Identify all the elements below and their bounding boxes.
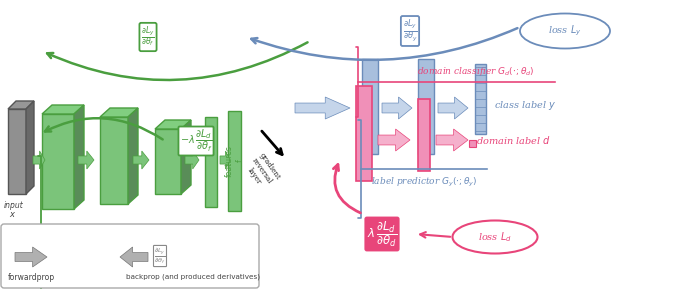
Polygon shape [418, 99, 430, 171]
Text: x: x [9, 210, 14, 219]
Polygon shape [33, 151, 45, 169]
Polygon shape [155, 129, 181, 194]
Text: forwardprop: forwardprop [8, 273, 55, 281]
FancyBboxPatch shape [1, 224, 259, 288]
Polygon shape [181, 120, 191, 194]
Text: $\frac{\partial L_y}{\partial \theta_f}$: $\frac{\partial L_y}{\partial \theta_f}$ [154, 246, 166, 266]
Text: $\frac{\partial L_y}{\partial \theta_f}$: $\frac{\partial L_y}{\partial \theta_f}$ [141, 25, 155, 49]
Ellipse shape [520, 14, 610, 49]
Text: gradient
reversal
layer: gradient reversal layer [242, 151, 282, 191]
Text: label predictor $G_y(\cdot;\theta_y)$: label predictor $G_y(\cdot;\theta_y)$ [370, 175, 477, 188]
Polygon shape [205, 117, 217, 207]
Polygon shape [436, 129, 468, 151]
Ellipse shape [453, 221, 538, 253]
Polygon shape [469, 140, 476, 147]
Text: feature extractor $G_f(\cdot;\theta_f)$: feature extractor $G_f(\cdot;\theta_f)$ [82, 232, 198, 245]
Polygon shape [74, 105, 84, 209]
Polygon shape [8, 101, 34, 109]
Text: $\frac{\partial L_y}{\partial \theta_y}$: $\frac{\partial L_y}{\partial \theta_y}$ [403, 18, 418, 44]
Polygon shape [418, 59, 434, 154]
Polygon shape [185, 151, 199, 169]
Polygon shape [382, 97, 412, 119]
Polygon shape [8, 109, 26, 194]
Polygon shape [438, 97, 468, 119]
Polygon shape [42, 114, 74, 209]
Text: class label $y$: class label $y$ [494, 99, 556, 112]
Polygon shape [78, 151, 94, 169]
Polygon shape [120, 247, 148, 267]
Text: features
f: features f [225, 145, 245, 177]
Polygon shape [378, 129, 410, 151]
Polygon shape [100, 117, 128, 204]
Polygon shape [133, 151, 149, 169]
Text: domain classifier $G_d(\cdot;\theta_d)$: domain classifier $G_d(\cdot;\theta_d)$ [417, 64, 535, 77]
Polygon shape [26, 101, 34, 194]
Text: $\lambda\,\dfrac{\partial L_d}{\partial \theta_d}$: $\lambda\,\dfrac{\partial L_d}{\partial … [367, 219, 397, 249]
Polygon shape [42, 105, 84, 114]
Polygon shape [356, 86, 372, 181]
Polygon shape [128, 108, 138, 204]
Polygon shape [100, 108, 138, 117]
Polygon shape [362, 59, 378, 154]
Polygon shape [15, 247, 47, 267]
Polygon shape [155, 120, 191, 129]
Text: input: input [4, 201, 24, 210]
Polygon shape [220, 151, 230, 169]
Polygon shape [295, 97, 350, 119]
Text: loss $L_y$: loss $L_y$ [548, 24, 582, 38]
Text: backprop (and produced derivatives): backprop (and produced derivatives) [126, 274, 260, 280]
Polygon shape [228, 111, 241, 211]
Text: loss $L_d$: loss $L_d$ [478, 230, 512, 244]
Polygon shape [475, 64, 486, 134]
Text: domain label $d$: domain label $d$ [476, 134, 551, 146]
Text: $-\lambda\,\dfrac{\partial L_d}{\partial \theta_f}$: $-\lambda\,\dfrac{\partial L_d}{\partial… [180, 128, 213, 154]
